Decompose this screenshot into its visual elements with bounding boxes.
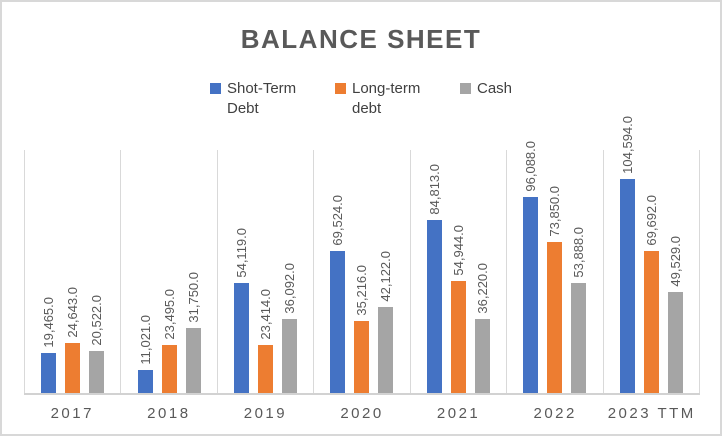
bar-long-term-debt-2019 [258,345,274,393]
legend-item-shot-term-debt: Shot-Term Debt [209,79,309,120]
category-group-2020: 69,524.0 35,216.0 42,122.0 [313,150,409,393]
bar-group-item: 19,465.0 [41,297,57,393]
legend-swatch-icon [459,83,471,94]
x-axis-label-2022: 2022 [533,405,577,422]
data-label-cash: 31,750.0 [185,272,201,323]
category-group-2022: 96,088.0 73,850.0 53,888.0 [506,141,602,393]
legend-label: Cash [476,80,513,97]
bar-cash-2020 [378,307,394,393]
bar-group-item: 36,092.0 [282,263,298,393]
bar-group-item: 49,529.0 [667,236,683,393]
x-axis-label-2017: 2017 [50,405,94,422]
data-label-long-term-debt: 73,850.0 [547,186,563,237]
x-axis-label-2018: 2018 [147,405,191,422]
bar-group-item: 96,088.0 [523,141,539,393]
bar-cash-2018 [185,328,201,393]
data-label-long-term-debt: 23,495.0 [161,289,177,340]
bar-group-item: 20,522.0 [89,295,105,393]
bar-group-item: 53,888.0 [571,227,587,393]
data-label-cash: 53,888.0 [571,227,587,278]
bar-long-term-debt-2022 [547,242,563,393]
bar-group-item: 35,216.0 [354,265,370,393]
legend-label: Shot-Term Debt [226,80,297,118]
bar-group-item: 69,524.0 [330,195,346,393]
bar-shot-term-debt-2017 [41,353,57,393]
bar-cash-2019 [282,319,298,393]
bar-shot-term-debt-2021 [426,220,442,393]
legend-item-long-term-debt: Long-term debt [334,79,434,120]
category-group-2023 TTM: 104,594.0 69,692.0 49,529.0 [602,116,700,393]
bar-group-item: 36,220.0 [474,263,490,393]
bar-group-item: 24,643.0 [65,287,81,393]
bar-long-term-debt-2017 [65,343,81,393]
bar-shot-term-debt-2022 [523,197,539,393]
category-group-2017: 19,465.0 24,643.0 20,522.0 [24,150,120,393]
data-label-shot-term-debt: 104,594.0 [619,116,635,174]
data-label-cash: 49,529.0 [667,236,683,287]
x-axis-label-2020: 2020 [340,405,384,422]
bar-cash-2017 [89,351,105,393]
bar-group-item: 69,692.0 [643,195,659,393]
legend-swatch-icon [334,83,346,94]
bar-group-item: 23,495.0 [161,289,177,393]
bar-cash-2021 [474,319,490,393]
data-label-cash: 36,092.0 [282,263,298,314]
category-group-2018: 11,021.0 23,495.0 31,750.0 [120,150,216,393]
bar-long-term-debt-2018 [161,345,177,393]
bar-group-item: 11,021.0 [137,315,153,393]
data-label-shot-term-debt: 96,088.0 [523,141,539,192]
data-label-shot-term-debt: 84,813.0 [426,164,442,215]
data-label-long-term-debt: 23,414.0 [258,289,274,340]
bar-group-item: 73,850.0 [547,186,563,393]
bar-group-item: 54,119.0 [234,228,250,393]
x-axis-label-2021: 2021 [436,405,481,422]
bar-shot-term-debt-2023 TTM [619,179,635,393]
data-label-shot-term-debt: 11,021.0 [137,315,153,365]
x-axis-labels: 2017 2018 2019 2020 2021 2022 2023 TTM [24,405,700,422]
chart-title: BALANCE SHEET [240,24,482,54]
x-axis-label-2019: 2019 [243,405,288,422]
category-group-2021: 84,813.0 54,944.0 36,220.0 [409,150,506,393]
data-label-shot-term-debt: 69,524.0 [330,195,346,246]
bar-shot-term-debt-2020 [330,251,346,393]
bar-group-item: 104,594.0 [619,116,635,393]
bar-group-item: 54,944.0 [450,225,466,393]
bar-shot-term-debt-2019 [234,283,250,393]
bar-group-item: 84,813.0 [426,164,442,393]
x-axis-label-2023 TTM: 2023 TTM [607,405,696,422]
data-label-cash: 36,220.0 [474,263,490,314]
category-group-2019: 54,119.0 23,414.0 36,092.0 [216,150,313,393]
bar-group-item: 42,122.0 [378,251,394,393]
bar-group-item: 31,750.0 [185,272,201,393]
bar-long-term-debt-2023 TTM [643,251,659,393]
data-label-shot-term-debt: 54,119.0 [234,228,250,278]
bar-shot-term-debt-2018 [137,370,153,393]
data-label-long-term-debt: 35,216.0 [354,265,370,316]
legend-item-cash: Cash [459,79,513,120]
data-label-long-term-debt: 24,643.0 [65,287,81,338]
data-label-long-term-debt: 69,692.0 [643,195,659,246]
bar-cash-2023 TTM [667,292,683,393]
data-label-shot-term-debt: 19,465.0 [41,297,57,348]
legend: Shot-Term Debt Long-term debt Cash [2,79,720,120]
data-label-cash: 42,122.0 [378,251,394,302]
data-label-long-term-debt: 54,944.0 [450,225,466,276]
bar-long-term-debt-2021 [450,281,466,393]
legend-label: Long-term debt [351,80,421,118]
bar-long-term-debt-2020 [354,321,370,393]
data-label-cash: 20,522.0 [89,295,105,346]
bar-group-item: 23,414.0 [258,289,274,393]
legend-swatch-icon [209,83,221,94]
bar-cash-2022 [571,283,587,393]
plot-area: 19,465.0 24,643.0 20,522.0 11,021.0 23,495.0… [24,116,700,395]
